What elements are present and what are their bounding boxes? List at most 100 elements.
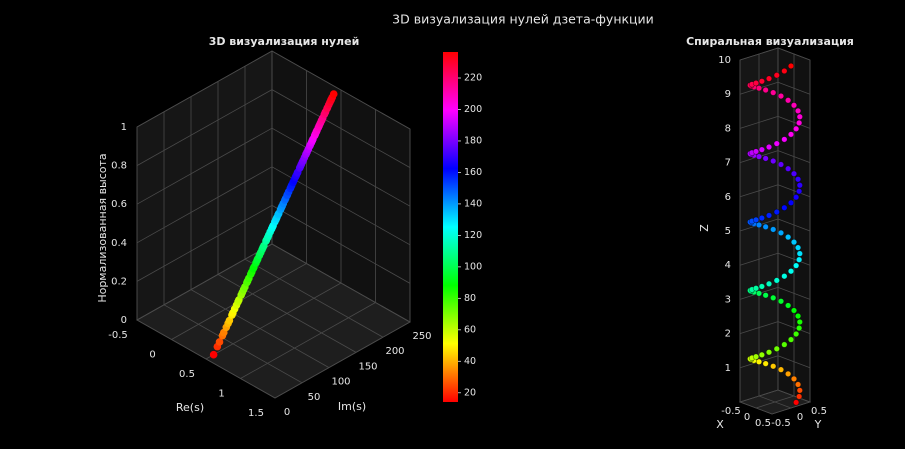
- data-point: [770, 157, 777, 165]
- data-point: [762, 360, 769, 367]
- data-point: [785, 97, 792, 104]
- y-tick-label: -0.5: [771, 418, 791, 429]
- grid-line: [136, 50, 411, 130]
- grid-line: [244, 66, 384, 338]
- grid-line: [136, 127, 411, 207]
- grid-line: [136, 243, 411, 323]
- data-point: [752, 216, 760, 223]
- data-point: [755, 290, 763, 297]
- data-point: [215, 338, 224, 346]
- data-point: [790, 375, 798, 383]
- data-point: [770, 294, 777, 301]
- data-point: [794, 107, 802, 114]
- colorbar-tick-label: 180: [464, 135, 482, 146]
- data-point: [758, 146, 765, 153]
- axes-title: Спиральная визуализация: [686, 35, 854, 48]
- data-point: [755, 221, 763, 229]
- y-axis-label: Im(s): [338, 400, 366, 413]
- y-tick-label: 0.5: [811, 406, 827, 417]
- data-point: [787, 199, 795, 206]
- z-tick-label: 8: [725, 123, 731, 134]
- colorbar-tick-label: 80: [464, 293, 476, 304]
- data-point: [777, 161, 785, 168]
- z-tick-label: 4: [725, 260, 731, 271]
- data-point: [765, 143, 773, 151]
- data-point: [770, 89, 777, 96]
- grid-line: [163, 111, 303, 384]
- data-point: [793, 194, 800, 201]
- z-axis-label: Нормализованная высота: [96, 153, 109, 302]
- z-tick-label: 0.6: [111, 199, 127, 210]
- x-tick-label: 0.5: [755, 418, 771, 429]
- grid-line: [739, 116, 811, 129]
- data-point: [773, 72, 780, 79]
- z-tick-label: 2: [725, 329, 731, 340]
- data-point: [762, 155, 769, 162]
- data-point: [770, 226, 777, 233]
- data-point: [755, 358, 763, 365]
- data-point: [762, 292, 769, 299]
- data-point: [794, 176, 802, 183]
- data-point: [787, 131, 795, 138]
- data-point: [752, 148, 760, 155]
- data-point: [758, 283, 765, 290]
- colorbar-tick-label: 200: [464, 104, 482, 115]
- z-tick-label: 6: [725, 192, 731, 203]
- data-point: [781, 136, 788, 143]
- data-point: [790, 102, 798, 109]
- data-point: [762, 86, 769, 94]
- y-tick-label: 100: [331, 377, 350, 388]
- y-axis-label: Y: [814, 418, 822, 431]
- data-point: [209, 350, 218, 359]
- y-tick-label: 150: [358, 361, 377, 372]
- data-point: [796, 324, 803, 332]
- grid-line: [136, 89, 411, 168]
- data-point: [796, 250, 803, 257]
- z-tick-label: 0: [121, 315, 127, 326]
- data-point: [758, 351, 765, 358]
- data-point: [752, 353, 760, 360]
- data-point: [787, 268, 795, 275]
- grid-line: [739, 47, 811, 61]
- y-tick-label: 200: [385, 346, 404, 357]
- colorbar: [443, 52, 458, 402]
- data-point: [777, 92, 785, 100]
- x-tick-label: 1.5: [248, 408, 264, 419]
- data-point: [765, 75, 773, 82]
- data-point: [796, 113, 803, 120]
- data-point: [762, 223, 769, 230]
- grid-line: [190, 96, 330, 368]
- z-tick-label: 1: [725, 363, 731, 374]
- grid-line: [739, 252, 811, 266]
- data-point: [796, 393, 803, 400]
- y-tick-label: 0: [284, 407, 290, 418]
- grid-line: [205, 90, 342, 360]
- data-point: [790, 170, 798, 177]
- data-point: [770, 363, 777, 370]
- data-point: [785, 302, 792, 309]
- x-tick-label: -0.5: [108, 330, 128, 341]
- x-tick-label: 0.5: [179, 369, 195, 380]
- z-tick-label: 1: [121, 122, 127, 133]
- data-point: [758, 78, 765, 85]
- data-point: [755, 153, 763, 160]
- data-point: [796, 256, 803, 263]
- data-point: [794, 381, 802, 388]
- data-point: [752, 285, 760, 292]
- x-axis-label: Re(s): [176, 401, 204, 414]
- x-tick-label: 0: [744, 412, 750, 423]
- grid-line: [739, 321, 811, 334]
- z-tick-label: 7: [725, 158, 731, 169]
- data-point: [777, 229, 785, 236]
- data-point: [752, 79, 760, 87]
- data-point: [781, 67, 788, 75]
- data-point: [773, 277, 780, 284]
- data-point: [790, 307, 798, 314]
- x-tick-label: 1: [218, 389, 224, 400]
- colorbar-tick-label: 100: [464, 261, 482, 272]
- z-tick-label: 0.4: [111, 238, 127, 249]
- data-point: [765, 212, 773, 219]
- colorbar-tick-label: 160: [464, 167, 482, 178]
- colorbar-tick-label: 60: [464, 324, 476, 335]
- data-point: [790, 239, 798, 246]
